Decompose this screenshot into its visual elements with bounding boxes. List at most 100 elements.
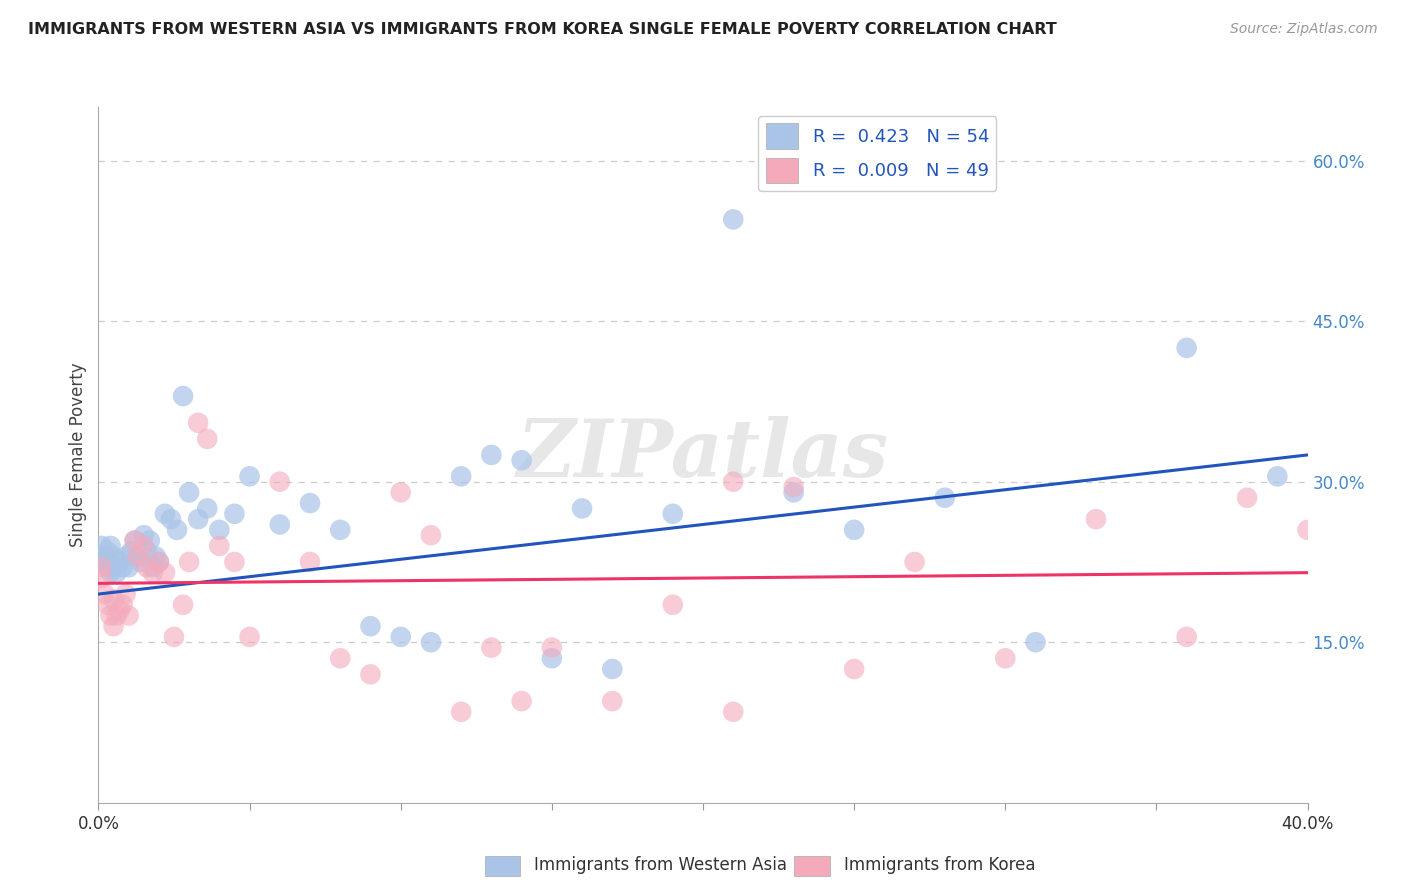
Point xyxy=(90,571,112,585)
Point xyxy=(420,635,443,649)
Point xyxy=(114,587,136,601)
Point xyxy=(105,608,128,623)
Point xyxy=(662,507,685,521)
Point xyxy=(132,539,155,553)
Point xyxy=(179,555,201,569)
Point xyxy=(96,544,118,558)
Text: ZIPatlas: ZIPatlas xyxy=(517,417,889,493)
Point xyxy=(114,549,136,564)
Point xyxy=(1085,512,1108,526)
Point xyxy=(994,651,1017,665)
Point xyxy=(129,555,152,569)
Point xyxy=(132,528,155,542)
Text: IMMIGRANTS FROM WESTERN ASIA VS IMMIGRANTS FROM KOREA SINGLE FEMALE POVERTY CORR: IMMIGRANTS FROM WESTERN ASIA VS IMMIGRAN… xyxy=(28,22,1057,37)
Point xyxy=(723,705,745,719)
Point xyxy=(481,448,503,462)
Point xyxy=(100,608,122,623)
Point xyxy=(602,662,624,676)
Point xyxy=(124,533,146,548)
Point xyxy=(187,512,209,526)
Point xyxy=(103,619,125,633)
Y-axis label: Single Female Poverty: Single Female Poverty xyxy=(69,363,87,547)
Point xyxy=(153,566,176,580)
Point xyxy=(108,603,131,617)
Point xyxy=(844,662,866,676)
Point xyxy=(1024,635,1046,649)
Point xyxy=(153,507,176,521)
Point xyxy=(360,619,382,633)
Point xyxy=(172,598,194,612)
Point xyxy=(121,544,143,558)
Point xyxy=(103,560,125,574)
Text: Immigrants from Korea: Immigrants from Korea xyxy=(844,856,1035,874)
Point xyxy=(90,560,112,574)
Point xyxy=(571,501,593,516)
Point xyxy=(163,630,186,644)
Point xyxy=(360,667,382,681)
Point xyxy=(195,432,218,446)
Point xyxy=(450,469,472,483)
Point xyxy=(103,549,125,564)
Point xyxy=(662,598,685,612)
Point xyxy=(135,544,157,558)
Point xyxy=(135,560,157,574)
Point xyxy=(783,485,806,500)
Legend: R =  0.423   N = 54, R =  0.009   N = 49: R = 0.423 N = 54, R = 0.009 N = 49 xyxy=(758,116,997,191)
Point xyxy=(90,555,112,569)
Point xyxy=(1236,491,1258,505)
Point xyxy=(118,608,141,623)
Point xyxy=(269,475,291,489)
Point xyxy=(187,416,209,430)
Point xyxy=(934,491,956,505)
Point xyxy=(148,555,170,569)
Point xyxy=(195,501,218,516)
Point xyxy=(139,533,162,548)
Point xyxy=(160,512,183,526)
Point xyxy=(142,560,165,574)
Point xyxy=(127,549,149,564)
Point xyxy=(124,533,146,548)
Point xyxy=(108,555,131,569)
Point xyxy=(111,598,134,612)
Point xyxy=(389,485,412,500)
Point xyxy=(100,566,122,580)
Point xyxy=(904,555,927,569)
Point xyxy=(239,469,262,483)
Point xyxy=(420,528,443,542)
Point xyxy=(510,453,533,467)
Point xyxy=(723,212,745,227)
Point xyxy=(510,694,533,708)
Point xyxy=(127,549,149,564)
Point xyxy=(450,705,472,719)
Point xyxy=(224,507,246,521)
Point xyxy=(481,640,503,655)
Point xyxy=(269,517,291,532)
Point xyxy=(166,523,188,537)
Point xyxy=(105,566,128,580)
Point xyxy=(145,549,167,564)
Point xyxy=(179,485,201,500)
Point xyxy=(723,475,745,489)
Text: Source: ZipAtlas.com: Source: ZipAtlas.com xyxy=(1230,22,1378,37)
Point xyxy=(299,555,322,569)
Point xyxy=(93,587,115,601)
Text: Immigrants from Western Asia: Immigrants from Western Asia xyxy=(534,856,787,874)
Point xyxy=(142,566,165,580)
Point xyxy=(299,496,322,510)
Point xyxy=(118,560,141,574)
Point xyxy=(93,549,115,564)
Point xyxy=(208,523,231,537)
Point xyxy=(329,651,352,665)
Point xyxy=(1175,630,1198,644)
Point xyxy=(96,598,118,612)
Point xyxy=(602,694,624,708)
Point xyxy=(844,523,866,537)
Point xyxy=(224,555,246,569)
Point xyxy=(103,592,125,607)
Point xyxy=(540,640,562,655)
Point xyxy=(540,651,562,665)
Point xyxy=(1175,341,1198,355)
Point xyxy=(783,480,806,494)
Point xyxy=(96,560,118,574)
Point xyxy=(1267,469,1289,483)
